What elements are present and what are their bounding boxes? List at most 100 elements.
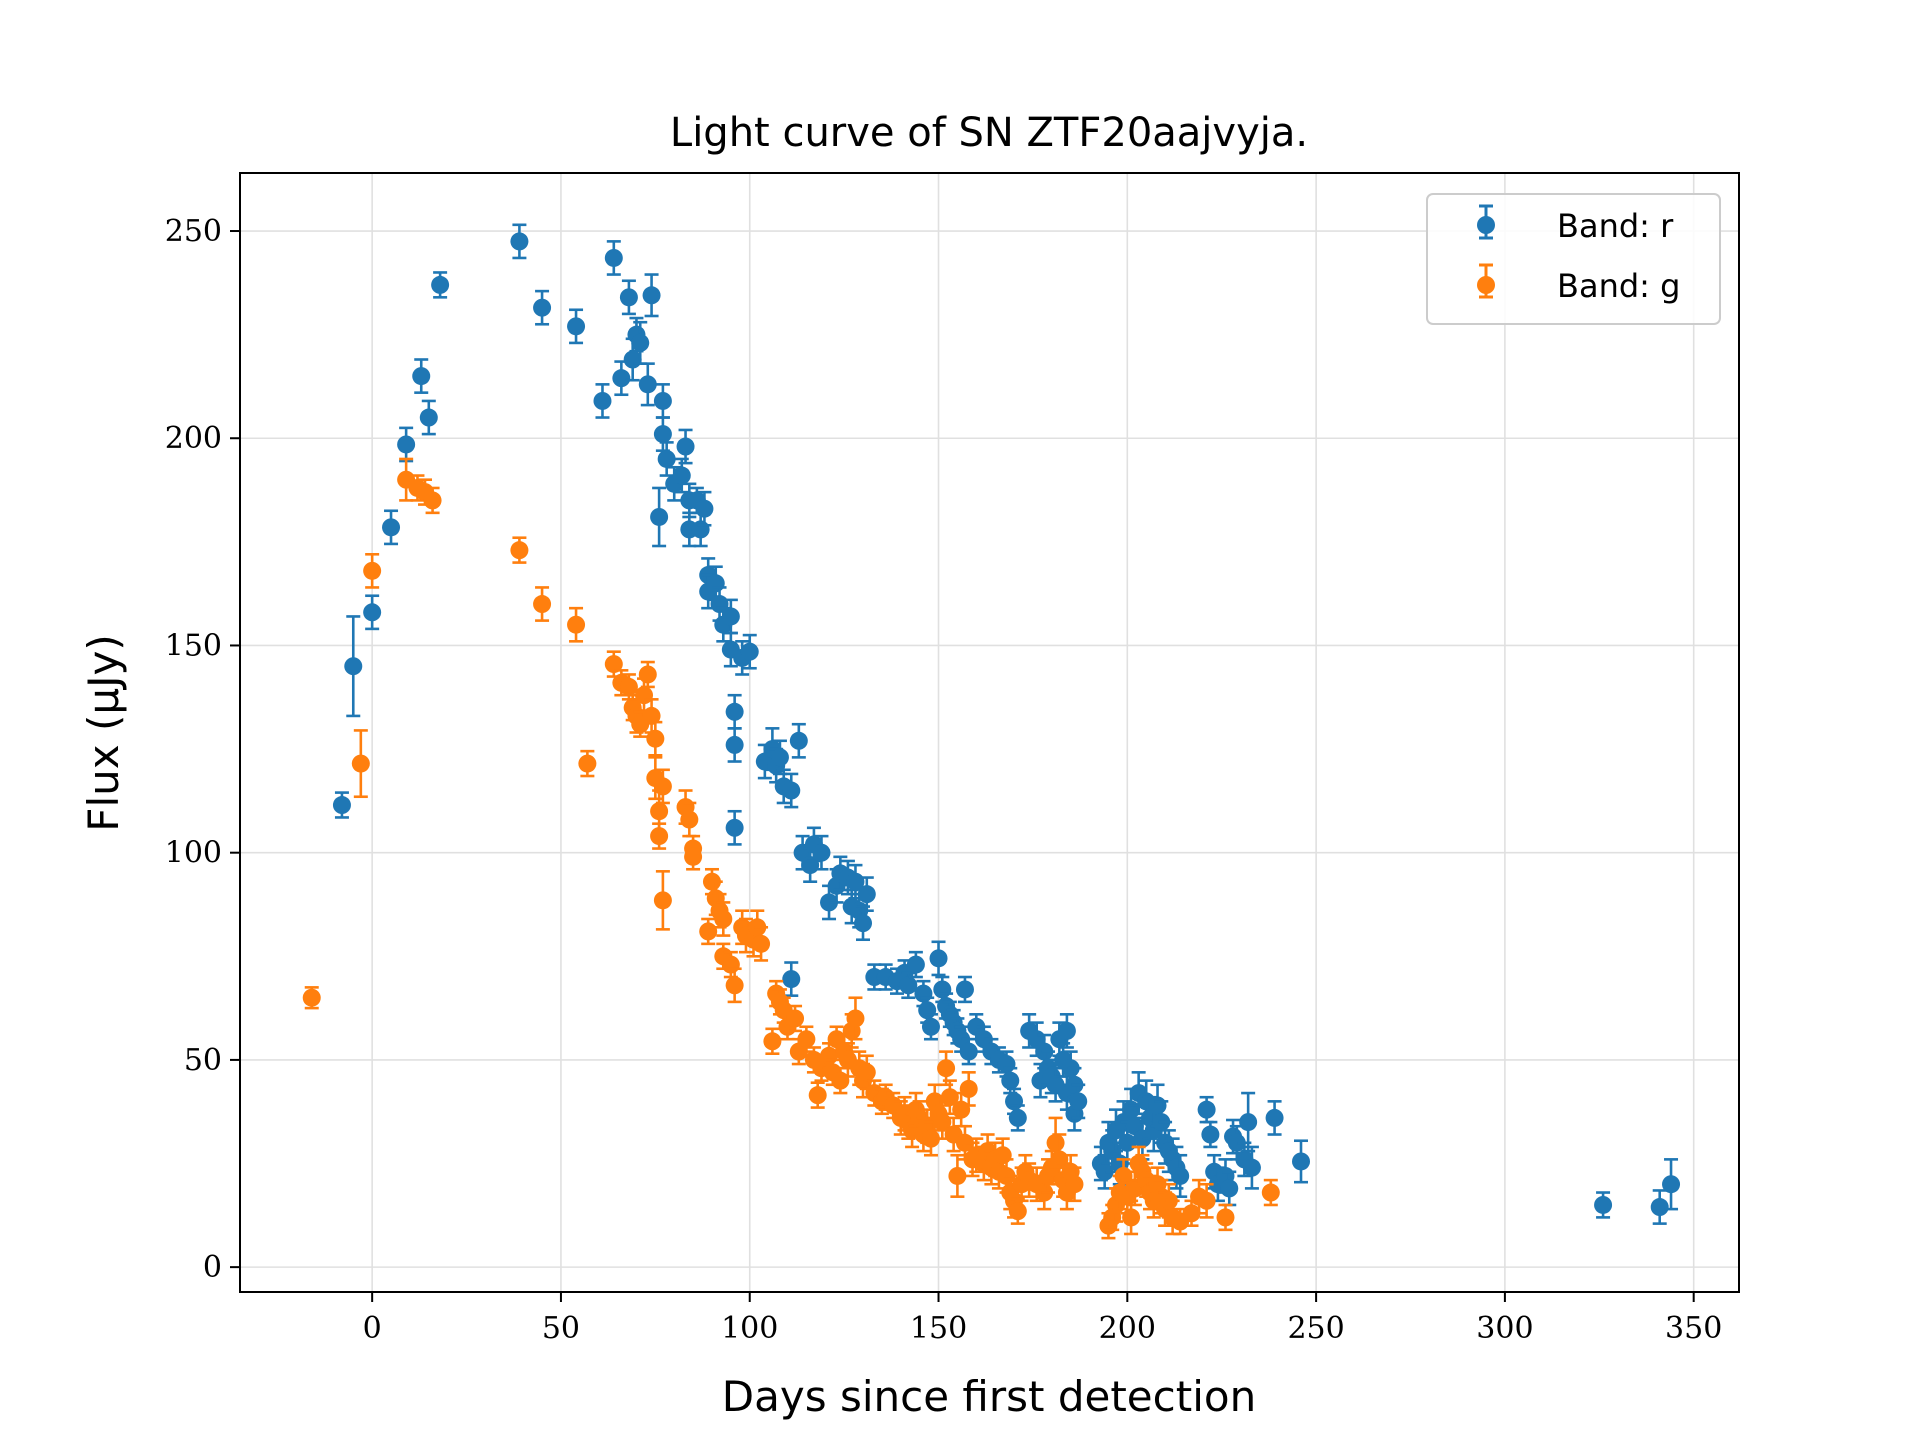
data-point: [419, 408, 438, 427]
data-point: [510, 232, 529, 251]
data-point: [567, 615, 586, 634]
data-point: [351, 754, 370, 773]
legend-label-r: Band: r: [1557, 207, 1674, 245]
data-point: [412, 367, 431, 386]
data-point: [604, 248, 623, 267]
data-point: [397, 435, 416, 454]
chart-title: Light curve of SN ZTF20aajvyja.: [670, 110, 1308, 156]
data-point: [782, 970, 801, 989]
x-tick-label: 0: [363, 1311, 382, 1346]
data-point: [782, 781, 801, 800]
data-point: [721, 607, 740, 626]
data-point: [929, 949, 948, 968]
data-point: [1227, 1133, 1246, 1152]
data-point: [997, 1055, 1016, 1074]
data-point: [363, 603, 382, 622]
data-point: [1220, 1179, 1239, 1198]
data-point: [650, 827, 669, 846]
data-point: [1182, 1204, 1201, 1223]
data-point: [1197, 1100, 1216, 1119]
data-point: [857, 885, 876, 904]
data-point: [650, 802, 669, 821]
data-point: [1201, 1125, 1220, 1144]
data-layer: [302, 223, 1681, 1240]
data-point: [578, 754, 597, 773]
data-point: [1148, 1096, 1167, 1115]
legend-label-g: Band: g: [1557, 267, 1680, 305]
legend-entry-g: Band: g: [1477, 263, 1680, 305]
legend: Band: r Band: g: [1426, 193, 1721, 325]
tick-layer: 0 50 100 150 200 250 300 350 0 50 100 150 200 250: [165, 214, 1723, 1346]
data-point: [1069, 1092, 1088, 1111]
data-point: [740, 642, 759, 661]
data-point: [619, 677, 638, 696]
data-point: [567, 317, 586, 336]
data-point: [653, 425, 672, 444]
data-point: [857, 1063, 876, 1082]
data-point: [332, 796, 351, 815]
data-point: [899, 976, 918, 995]
data-point: [619, 288, 638, 307]
x-tick-label: 300: [1476, 1311, 1533, 1346]
data-point: [1001, 1071, 1020, 1090]
series-r: [332, 223, 1681, 1225]
data-point: [1650, 1198, 1669, 1217]
data-point: [533, 298, 552, 317]
x-tick-label: 250: [1287, 1311, 1344, 1346]
data-point: [593, 391, 612, 410]
data-point: [820, 893, 839, 912]
data-point: [808, 1086, 827, 1105]
grid-layer: [240, 173, 1739, 1292]
series-g: [302, 457, 1280, 1240]
data-point: [706, 574, 725, 593]
data-point: [510, 541, 529, 560]
data-point: [642, 286, 661, 305]
data-point: [604, 655, 623, 674]
data-point: [789, 731, 808, 750]
data-point: [646, 729, 665, 748]
data-point: [725, 702, 744, 721]
y-tick-label: 0: [203, 1250, 222, 1285]
data-point: [770, 748, 789, 767]
data-point: [1242, 1158, 1261, 1177]
data-point: [684, 847, 703, 866]
data-point: [699, 922, 718, 941]
data-point: [631, 333, 650, 352]
legend-marker-r: [1477, 216, 1495, 234]
data-point: [423, 491, 442, 510]
data-point: [1008, 1202, 1027, 1221]
legend-entry-r: Band: r: [1477, 204, 1674, 245]
data-point: [653, 391, 672, 410]
x-tick-label: 50: [542, 1311, 580, 1346]
data-point: [1265, 1108, 1284, 1127]
data-point: [948, 1166, 967, 1185]
data-point: [959, 1079, 978, 1098]
data-point: [937, 1059, 956, 1078]
data-point: [918, 1001, 937, 1020]
data-point: [1057, 1021, 1076, 1040]
data-point: [812, 843, 831, 862]
data-point: [1008, 1108, 1027, 1127]
data-point: [725, 735, 744, 754]
data-point: [752, 934, 771, 953]
y-tick-label: 200: [165, 421, 222, 456]
data-point: [1594, 1195, 1613, 1214]
data-point: [638, 665, 657, 684]
data-point: [672, 466, 691, 485]
data-point: [933, 980, 952, 999]
data-point: [382, 518, 401, 537]
data-point: [1239, 1113, 1258, 1132]
data-point: [642, 706, 661, 725]
data-point: [1005, 1092, 1024, 1111]
data-point: [1261, 1183, 1280, 1202]
plot-frame: [239, 172, 1740, 1293]
data-point: [344, 657, 363, 676]
x-tick-label: 100: [721, 1311, 778, 1346]
data-point: [854, 914, 873, 933]
data-point: [302, 988, 321, 1007]
data-point: [1216, 1208, 1235, 1227]
data-point: [676, 437, 695, 456]
data-point: [786, 1009, 805, 1028]
data-point: [921, 1017, 940, 1036]
